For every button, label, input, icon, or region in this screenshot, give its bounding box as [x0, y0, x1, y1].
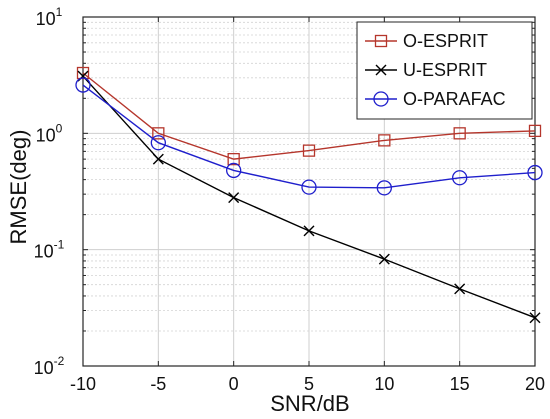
data-point-o-parafac	[376, 180, 392, 196]
data-point-u-esprit	[454, 283, 466, 295]
x-tick-label: 15	[450, 374, 470, 394]
y-tick-label: 100	[36, 121, 63, 145]
legend-marker	[373, 91, 389, 107]
x-tick-label: 10	[374, 374, 394, 394]
data-point-u-esprit	[228, 192, 240, 204]
legend-label: O-PARAFAC	[403, 89, 506, 109]
data-point-o-parafac	[452, 170, 468, 186]
data-point-o-esprit	[528, 124, 542, 138]
y-tick-label: 10-2	[34, 354, 65, 378]
axes-layer	[82, 16, 536, 367]
x-tick-label: -10	[70, 374, 96, 394]
x-tick-label: 5	[304, 374, 314, 394]
data-point-o-esprit	[302, 144, 316, 157]
data-point-o-esprit	[152, 127, 165, 140]
data-point-o-parafac	[527, 164, 543, 181]
x-tick-label: 20	[525, 374, 545, 394]
legend-entry-o-parafac: O-PARAFAC	[365, 89, 506, 109]
y-axis-title: RMSE(deg)	[6, 130, 31, 245]
series-layer	[75, 66, 543, 324]
data-point-o-parafac	[301, 179, 317, 195]
legend-marker	[374, 34, 388, 48]
legend-entry-u-esprit: U-ESPRIT	[365, 60, 487, 80]
y-tick-label: 101	[36, 5, 63, 29]
data-point-u-esprit	[378, 253, 390, 265]
data-point-o-esprit	[227, 152, 240, 166]
data-point-o-parafac	[150, 135, 166, 151]
x-axis-title: SNR/dB	[270, 391, 349, 416]
x-tick-label: 0	[229, 374, 239, 394]
legend-label: O-ESPRIT	[403, 31, 488, 51]
legend: O-ESPRIT U-ESPRIT O-PARAFAC	[356, 21, 533, 120]
series-o-parafac	[75, 77, 543, 196]
data-point-o-parafac	[226, 162, 242, 179]
series-line-o-esprit	[82, 72, 536, 160]
series-o-esprit	[76, 66, 542, 166]
data-point-o-esprit	[453, 127, 466, 140]
y-tick-label: 10-1	[34, 238, 65, 262]
data-point-o-parafac	[75, 77, 91, 93]
legend-entry-o-esprit: O-ESPRIT	[365, 31, 488, 51]
series-line-o-parafac	[82, 84, 536, 189]
ticks-layer: -10 -5 0 5 10 15 20 10-2 10-1 100 101	[34, 5, 545, 394]
data-point-u-esprit	[303, 225, 315, 237]
legend-marker	[375, 64, 387, 76]
legend-label: U-ESPRIT	[403, 60, 487, 80]
x-tick-label: -5	[150, 374, 166, 394]
data-point-u-esprit	[529, 312, 541, 324]
data-point-u-esprit	[152, 153, 164, 165]
data-point-o-esprit	[378, 134, 391, 147]
